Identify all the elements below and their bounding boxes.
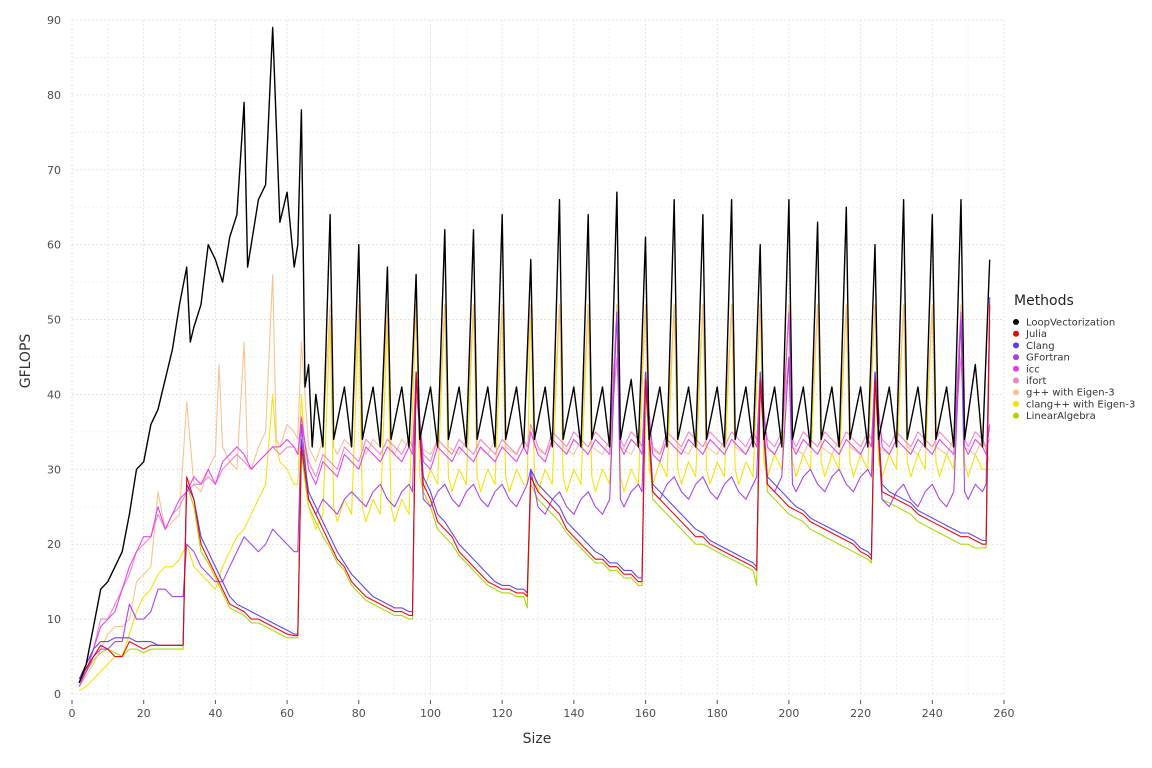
series-line-clang-with-eigen-3 — [78, 304, 990, 691]
legend-label-linearalgebra: LinearAlgebra — [1026, 411, 1096, 422]
x-tick-label: 80 — [352, 707, 366, 720]
legend-label-julia: Julia — [1025, 329, 1047, 340]
legend-swatch-clang-with-eigen-3 — [1013, 400, 1019, 407]
legend-label-g-with-eigen-3: g++ with Eigen-3 — [1026, 388, 1115, 399]
x-tick-label: 160 — [635, 707, 656, 720]
x-tick-label: 60 — [280, 707, 294, 720]
legend-title: Methods — [1014, 293, 1074, 309]
series-line-gfortran — [78, 311, 991, 684]
y-tick-label: 60 — [47, 239, 61, 252]
y-tick-label: 80 — [47, 89, 61, 102]
x-tick-label: 0 — [69, 707, 76, 720]
x-axis-ticks: 0 20 40 60 80 100 120 140 160 180 200 220 240 260 — [69, 700, 1015, 720]
legend-label-clang: Clang — [1026, 341, 1055, 352]
legend-label-clang-with-eigen-3: clang++ with Eigen-3 — [1026, 399, 1135, 410]
series-line-julia — [78, 304, 991, 684]
y-tick-label: 50 — [47, 314, 61, 327]
x-tick-label: 200 — [778, 707, 799, 720]
legend-label-loopvectorization: LoopVectorization — [1026, 318, 1115, 329]
series-line-icc — [78, 311, 991, 687]
y-axis-ticks: 0 10 20 30 40 50 60 70 80 90 — [47, 14, 61, 701]
y-tick-label: 70 — [47, 164, 61, 177]
grid — [71, 19, 1005, 695]
x-tick-label: 260 — [994, 707, 1015, 720]
legend-label-gfortran: GFortran — [1026, 353, 1070, 364]
y-axis-title: GFLOPS — [18, 334, 34, 389]
series-line-clang — [78, 297, 991, 680]
y-tick-label: 30 — [47, 463, 61, 476]
x-tick-label: 240 — [922, 707, 943, 720]
y-tick-label: 20 — [47, 538, 61, 551]
series-lines — [78, 26, 991, 691]
legend-items: LoopVectorizationJuliaClangGFortraniccif… — [1013, 318, 1135, 422]
series-line-g-with-eigen-3 — [78, 274, 991, 687]
series-line-loopvectorization — [78, 26, 991, 684]
x-tick-label: 180 — [707, 707, 728, 720]
legend-label-ifort: ifort — [1026, 376, 1047, 387]
x-tick-label: 40 — [208, 707, 222, 720]
y-tick-label: 40 — [47, 388, 61, 401]
legend-swatch-clang — [1013, 342, 1019, 349]
legend-label-icc: icc — [1026, 364, 1040, 375]
x-tick-label: 140 — [563, 707, 584, 720]
series-line-ifort — [78, 356, 991, 687]
legend-swatch-gfortran — [1013, 354, 1019, 361]
x-axis-title: Size — [523, 731, 552, 747]
x-tick-label: 220 — [850, 707, 871, 720]
x-tick-label: 120 — [492, 707, 513, 720]
series-line-linearalgebra — [78, 319, 991, 684]
legend-swatch-icc — [1013, 365, 1019, 372]
legend-swatch-julia — [1013, 330, 1019, 337]
legend-swatch-linearalgebra — [1013, 412, 1019, 419]
y-tick-label: 0 — [54, 688, 61, 701]
legend-swatch-ifort — [1013, 377, 1019, 384]
legend: Methods LoopVectorizationJuliaClangGFort… — [1013, 293, 1135, 422]
legend-swatch-g-with-eigen-3 — [1013, 389, 1019, 396]
x-tick-label: 20 — [137, 707, 151, 720]
x-tick-label: 100 — [420, 707, 441, 720]
y-tick-label: 90 — [47, 14, 61, 27]
y-tick-label: 10 — [47, 613, 61, 626]
legend-swatch-loopvectorization — [1013, 319, 1019, 325]
